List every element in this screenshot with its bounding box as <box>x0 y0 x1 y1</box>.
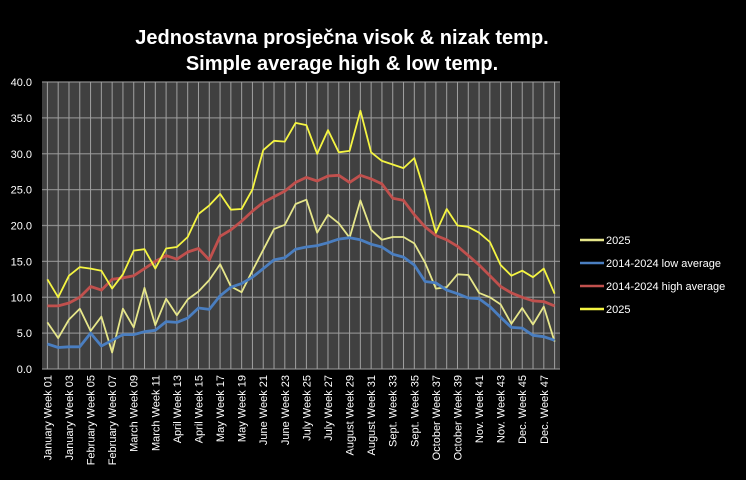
x-tick-label: October Week 37 <box>431 375 443 460</box>
series-line-3 <box>46 109 556 299</box>
x-tick-label: May Week 19 <box>237 375 249 442</box>
x-tick-label: July Week 27 <box>323 375 335 441</box>
y-tick-label: 15.0 <box>11 256 32 268</box>
x-tick-label: July Week 25 <box>301 375 313 441</box>
x-tick-label: February Week 07 <box>107 375 119 465</box>
legend-label: 2025 <box>606 235 630 247</box>
y-tick-label: 20.0 <box>11 221 32 233</box>
x-tick-label: April Week 15 <box>193 375 205 443</box>
x-tick-label: October Week 39 <box>452 375 464 460</box>
chart-title-line-1: Jednostavna prosječna visok & nizak temp… <box>135 27 548 49</box>
legend-label: 2025 <box>606 304 630 316</box>
x-tick-label: March Week 11 <box>150 375 162 451</box>
chart-title-line-2: Simple average high & low temp. <box>186 53 498 75</box>
y-tick-label: 25.0 <box>11 185 32 197</box>
x-tick-label: May Week 17 <box>215 375 227 442</box>
series-line-2 <box>47 173 556 308</box>
y-tick-label: 0.0 <box>17 364 32 376</box>
x-tick-label: Sept. Week 33 <box>388 375 400 447</box>
x-tick-label: August Week 31 <box>366 375 378 456</box>
y-tick-label: 40.0 <box>11 77 32 89</box>
y-tick-label: 35.0 <box>11 113 32 125</box>
x-tick-label: August Week 29 <box>345 375 357 456</box>
x-tick-label: June Week 21 <box>258 375 270 445</box>
x-tick-label: April Week 13 <box>172 375 184 443</box>
x-tick-label: Nov. Week 41 <box>474 375 486 443</box>
series-line-0 <box>46 198 556 354</box>
x-tick-label: Nov. Week 43 <box>496 375 508 443</box>
y-tick-label: 30.0 <box>11 149 32 161</box>
series-line-1 <box>46 236 556 349</box>
legend-label: 2014-2024 low average <box>606 258 721 270</box>
x-tick-label: Sept. Week 35 <box>409 375 421 447</box>
x-tick-label: June Week 23 <box>280 375 292 445</box>
x-tick-label: January Week 03 <box>64 375 76 460</box>
x-tick-label: February Week 05 <box>86 375 98 465</box>
x-tick-label: Dec. Week 47 <box>539 375 551 444</box>
x-tick-label: Dec. Week 45 <box>517 375 529 444</box>
x-tick-label: March Week 09 <box>129 375 141 452</box>
legend-label: 2014-2024 high average <box>606 281 725 293</box>
y-tick-label: 5.0 <box>17 328 32 340</box>
x-tick-label: January Week 01 <box>42 375 54 460</box>
y-tick-label: 10.0 <box>11 292 32 304</box>
